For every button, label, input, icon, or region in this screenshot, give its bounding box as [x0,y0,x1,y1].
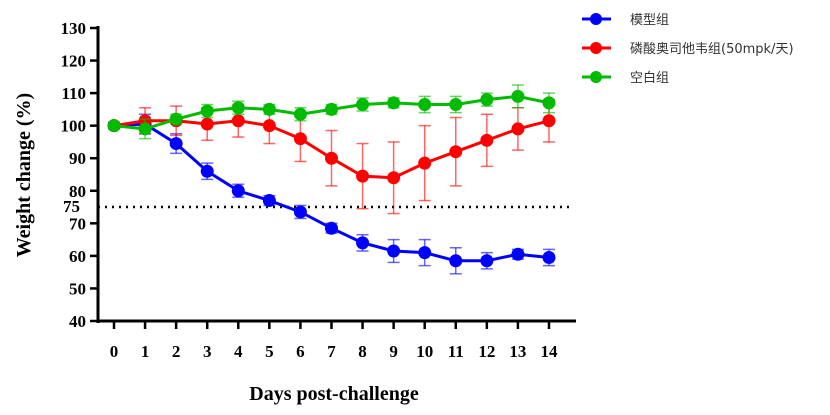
data-point [542,96,556,110]
data-point [480,133,494,147]
x-axis-label: Days post-challenge [249,383,419,405]
y-axis-label: Weight change (%) [13,93,35,257]
data-point [449,145,463,159]
data-point [324,221,338,235]
data-point [200,104,214,118]
data-point [387,96,401,110]
data-point [324,102,338,116]
legend-marker [590,13,602,25]
data-point [480,254,494,268]
data-point [169,112,183,126]
x-tick-label: 5 [265,342,274,361]
data-point [418,98,432,112]
data-point [262,119,276,133]
data-point [169,137,183,151]
y-tick-label: 90 [69,149,86,168]
data-point [231,114,245,128]
data-point [293,107,307,121]
data-point [262,194,276,208]
x-tick-label: 0 [110,342,119,361]
x-tick-label: 1 [141,342,150,361]
data-point [542,251,556,265]
data-point [324,151,338,165]
data-point [200,164,214,178]
data-point [231,184,245,198]
data-point [387,244,401,258]
data-point [511,89,525,103]
data-point [449,98,463,112]
data-point [356,236,370,250]
data-point [542,114,556,128]
data-point [293,205,307,219]
x-tick-label: 2 [172,342,181,361]
x-tick-label: 11 [448,342,464,361]
legend-label: 磷酸奥司他韦组(50mpk/天) [630,42,794,57]
y-tick-label: 130 [61,19,87,38]
data-point [356,169,370,183]
data-point [387,171,401,185]
y-tick-label: 70 [69,214,86,233]
x-tick-label: 6 [296,342,305,361]
data-point [231,101,245,115]
x-tick-label: 7 [327,342,336,361]
data-point [293,132,307,146]
data-point [449,254,463,268]
data-point [262,102,276,116]
x-tick-label: 12 [478,342,495,361]
data-point [138,122,152,136]
y-tick-label: 100 [61,117,87,136]
legend-label: 模型组 [630,13,669,28]
y-tick-label: 50 [69,279,86,298]
y-tick-label: 110 [61,84,86,103]
data-point [200,117,214,131]
x-tick-label: 14 [540,342,558,361]
y-tick-label: 120 [61,52,87,71]
data-point [107,119,121,133]
x-tick-label: 4 [234,342,243,361]
legend-label: 空白组 [630,70,669,86]
x-tick-label: 8 [358,342,367,361]
x-tick-label: 3 [203,342,212,361]
data-point [418,246,432,260]
data-point [356,98,370,112]
data-point [418,156,432,170]
y-tick-label: 40 [69,312,86,331]
legend-marker [590,42,602,54]
y-tick-label: 80 [69,182,86,201]
data-point [511,247,525,261]
y-tick-label: 75 [63,197,80,216]
x-tick-label: 10 [416,342,433,361]
x-tick-label: 13 [509,342,526,361]
data-point [511,122,525,136]
y-tick-label: 60 [69,247,86,266]
x-tick-label: 9 [389,342,398,361]
legend-marker [590,71,602,83]
data-point [480,93,494,107]
